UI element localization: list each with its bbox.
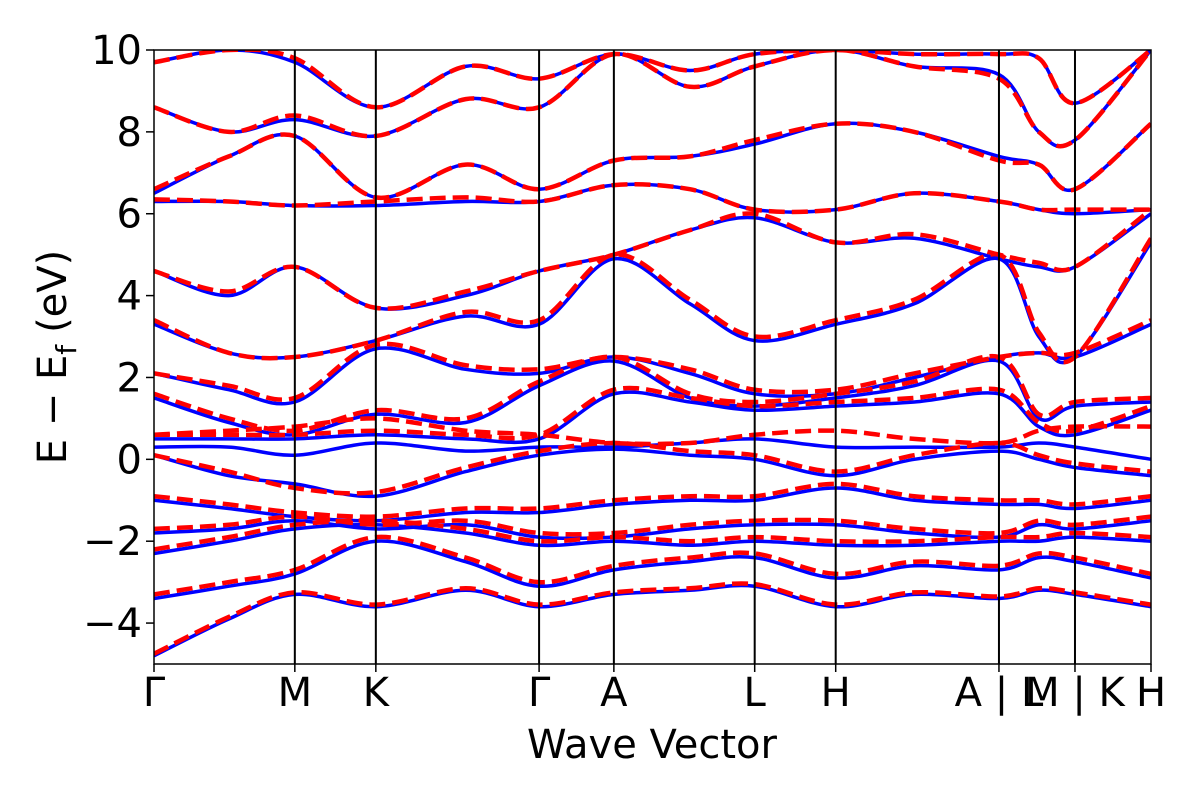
dashed-band-11 — [154, 207, 1151, 311]
x-tick-label-2: K — [363, 670, 391, 716]
dashed-band-7 — [154, 385, 1151, 441]
y-ticks: −4 −2 0 2 4 6 8 10 — [83, 28, 154, 647]
dashed-band-15 — [154, 50, 1151, 110]
y-tick-label-3: 2 — [117, 355, 142, 401]
dashed-band-13 — [154, 121, 1151, 200]
y-tick-label-7: 10 — [91, 28, 142, 74]
dashed-band-0 — [154, 581, 1151, 656]
dashed-band-2 — [154, 518, 1151, 552]
x-tick-label-3: Γ — [528, 670, 551, 716]
dashed-band-10 — [154, 237, 1151, 365]
x-tick-label-8: M | K — [1025, 670, 1126, 716]
x-tick-label-1: M — [278, 670, 313, 716]
kpoint-lines — [293, 50, 1076, 664]
y-tick-label-6: 8 — [117, 110, 142, 156]
x-tick-label-9: H — [1136, 670, 1166, 716]
solid-band-5 — [154, 447, 1151, 499]
y-axis-label: E − Ef (eV) — [30, 250, 83, 465]
dashed-band-3 — [154, 514, 1151, 537]
bands-layer — [154, 50, 1151, 658]
y-axis-label-sub: f — [50, 344, 83, 355]
y-tick-label-2: 0 — [117, 437, 142, 483]
x-tick-label-7: A | L — [955, 670, 1044, 716]
y-tick-label-5: 6 — [117, 192, 142, 238]
dashed-band-12 — [154, 182, 1151, 215]
x-axis-label: Wave Vector — [527, 722, 778, 768]
solid-band-7 — [154, 390, 1151, 445]
plot-frame — [153, 49, 1152, 665]
solid-band-1 — [154, 539, 1151, 601]
dashed-band-1 — [154, 534, 1151, 597]
dashed-band-8 — [154, 353, 1151, 434]
y-axis-label-main: E − E — [30, 355, 76, 465]
x-tick-label-0: Γ — [143, 670, 166, 716]
x-tick-label-4: A — [600, 670, 628, 716]
solid-band-12 — [154, 182, 1151, 216]
dashed-band-14 — [154, 50, 1151, 149]
y-tick-label-1: −2 — [83, 519, 142, 565]
solid-band-0 — [154, 583, 1151, 658]
dashed-band-9 — [154, 318, 1151, 402]
dashed-band-5 — [154, 440, 1151, 496]
y-tick-label-4: 4 — [117, 274, 142, 320]
y-tick-label-0: −4 — [83, 601, 142, 647]
dashed-band-4 — [154, 481, 1151, 519]
x-tick-label-6: H — [821, 670, 851, 716]
x-tick-label-5: L — [744, 670, 767, 716]
y-axis-label-unit: (eV) — [30, 250, 76, 333]
solid-band-2 — [154, 522, 1151, 556]
